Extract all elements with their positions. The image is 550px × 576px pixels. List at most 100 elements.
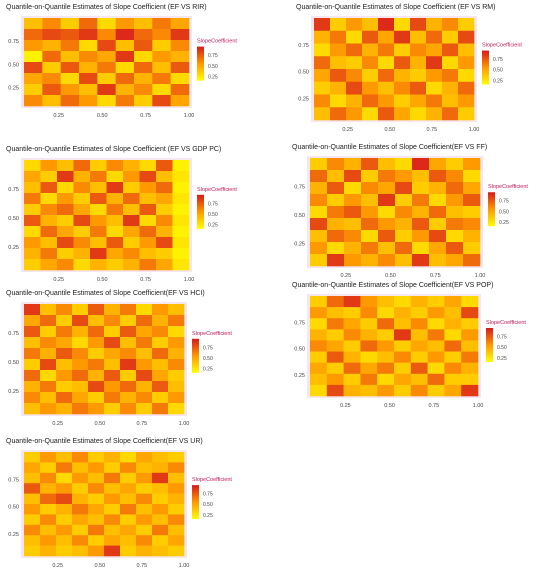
- heatmap-cell: [40, 524, 57, 536]
- heatmap-cell: [152, 452, 169, 463]
- heatmap-cell: [395, 206, 413, 219]
- heatmap-cell: [156, 259, 173, 271]
- heatmap-cell: [446, 206, 464, 219]
- heatmap-cell: [88, 370, 105, 382]
- heatmap-cell: [429, 194, 447, 207]
- heatmap-cell: [326, 351, 344, 363]
- y-tick-label: 0.25: [294, 241, 305, 247]
- heatmap-cell: [429, 170, 447, 183]
- heatmap-cell: [458, 30, 475, 44]
- heatmap-cell: [377, 362, 395, 375]
- heatmap-cell: [106, 215, 124, 227]
- heatmap-cell: [24, 315, 41, 327]
- heatmap-cell: [60, 62, 80, 74]
- heatmap-cell: [104, 326, 121, 338]
- heatmap-cell: [346, 107, 363, 121]
- heatmap-cell: [362, 69, 379, 83]
- x-tick-label: 0.50: [94, 563, 105, 569]
- heatmap-cell: [134, 18, 153, 30]
- x-tick-label: 0.75: [140, 113, 151, 119]
- heatmap-cell: [152, 462, 169, 474]
- heatmap-cell: [394, 296, 412, 308]
- x-tick-label: 0.25: [53, 277, 64, 283]
- x-tick-label: 0.25: [342, 127, 353, 133]
- chart-title: Quantile-on-Quantile Estimates of Slope …: [6, 4, 207, 11]
- heatmap-cell: [412, 242, 430, 255]
- heatmap-cell: [444, 373, 462, 386]
- y-tick-label: 0.50: [294, 213, 305, 219]
- heatmap-cell: [56, 535, 73, 546]
- heatmap-cell: [42, 62, 61, 74]
- heatmap-cell: [168, 337, 185, 349]
- heatmap-cell: [362, 56, 379, 70]
- heatmap-cell: [327, 206, 345, 219]
- legend-colorbar: [486, 328, 493, 362]
- heatmap-cell: [410, 362, 428, 375]
- legend-tick-label: 0.50: [493, 68, 503, 74]
- heatmap-cell: [56, 403, 73, 415]
- x-tick-label: 0.50: [384, 403, 395, 409]
- heatmap-cell: [57, 259, 74, 271]
- heatmap-cell: [343, 351, 361, 363]
- heatmap-cell: [346, 18, 363, 32]
- heatmap-cell: [56, 514, 73, 526]
- legend-colorbar: [192, 338, 199, 373]
- heatmap-cell: [136, 315, 153, 327]
- heatmap-cell: [446, 182, 464, 195]
- heatmap-cell: [136, 483, 153, 494]
- heatmap-cell: [24, 226, 41, 238]
- y-tick-label: 0.50: [8, 505, 19, 511]
- heatmap-cell: [446, 194, 464, 207]
- heatmap-cell: [56, 545, 73, 557]
- heatmap-cell: [410, 384, 428, 397]
- heatmap-cell: [123, 171, 140, 183]
- heatmap-cell: [24, 403, 41, 415]
- heatmap-cell: [152, 315, 169, 327]
- heatmap-cell: [395, 170, 413, 183]
- heatmap-cell: [156, 204, 173, 216]
- heatmap-cell: [106, 237, 124, 249]
- heatmap-cell: [24, 337, 41, 349]
- heatmap-cell: [152, 62, 171, 74]
- heatmap-cell: [344, 206, 362, 219]
- heatmap-cell: [458, 18, 475, 32]
- y-tick-label: 0.25: [298, 97, 309, 103]
- legend-tick-label: 0.75: [208, 201, 218, 207]
- legend-tick-label: 0.50: [203, 356, 213, 362]
- legend-tick-label: 0.50: [208, 64, 218, 70]
- heatmap-panel-rm: Quantile-on-Quantile Estimates of Slope …: [296, 4, 536, 142]
- heatmap-cell: [378, 206, 396, 219]
- heatmap-cell: [394, 30, 411, 44]
- heatmap-cell: [326, 362, 344, 375]
- heatmap-cell: [152, 40, 171, 52]
- heatmap-cell: [346, 69, 363, 83]
- heatmap-cell: [446, 242, 464, 255]
- heatmap-cell: [330, 18, 347, 32]
- heatmap-cell: [156, 171, 173, 183]
- heatmap-cell: [394, 384, 412, 397]
- legend-colorbar: [197, 46, 204, 81]
- heatmap-cell: [170, 73, 190, 85]
- heatmap-cell: [444, 307, 462, 319]
- heatmap-cell: [40, 160, 58, 172]
- heatmap-cell: [410, 340, 428, 352]
- heatmap-cell: [104, 304, 121, 316]
- heatmap-cell: [378, 81, 395, 95]
- heatmap-cell: [344, 242, 362, 255]
- heatmap-cell: [40, 304, 57, 316]
- heatmap-cell: [79, 18, 98, 30]
- chart-title: Quantile-on-Quantile Estimates of Slope …: [292, 282, 494, 289]
- heatmap-cell: [57, 160, 74, 172]
- legend-tick-label: 0.50: [499, 209, 509, 215]
- heatmap-cell: [56, 472, 73, 484]
- heatmap-cell: [360, 384, 378, 397]
- heatmap-cell: [394, 373, 412, 386]
- heatmap-cell: [461, 351, 479, 363]
- heatmap-cell: [24, 171, 41, 183]
- heatmap-cell: [310, 296, 328, 308]
- heatmap-cell: [156, 193, 173, 205]
- heatmap-cell: [72, 514, 89, 526]
- heatmap-cell: [330, 30, 347, 44]
- heatmap-cell: [310, 206, 328, 219]
- heatmap-cell: [115, 84, 135, 96]
